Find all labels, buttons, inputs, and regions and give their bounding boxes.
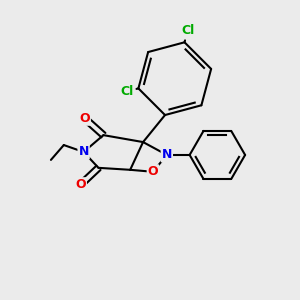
Text: O: O bbox=[148, 165, 158, 178]
Text: Cl: Cl bbox=[120, 85, 134, 98]
Text: O: O bbox=[75, 178, 86, 191]
Text: O: O bbox=[79, 112, 90, 125]
Text: N: N bbox=[78, 146, 89, 158]
Text: N: N bbox=[162, 148, 172, 161]
Text: Cl: Cl bbox=[181, 24, 194, 37]
